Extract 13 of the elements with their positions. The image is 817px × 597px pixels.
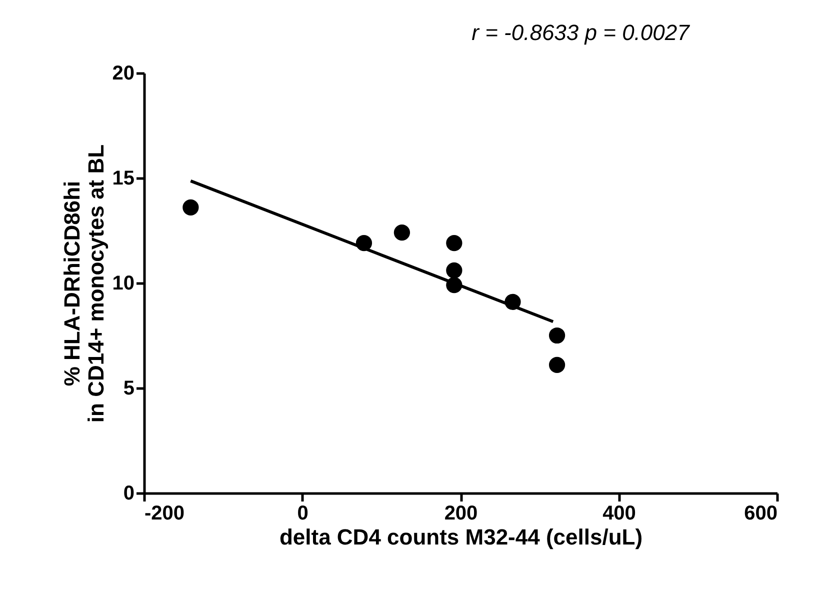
y-tick-label: 10 xyxy=(112,272,134,294)
x-tick-label: 200 xyxy=(444,502,478,524)
x-tick-label: 0 xyxy=(297,502,308,524)
y-tick-label: 15 xyxy=(112,168,134,190)
chart-title: r = -0.8633 p = 0.0027 xyxy=(472,20,690,45)
y-tick-label: 20 xyxy=(112,62,134,84)
y-tick-label: 0 xyxy=(123,482,134,504)
x-tick-label: -200 xyxy=(144,502,185,524)
y-axis-title: % HLA-DRhiCD86hi in CD14+ monocytes at BL xyxy=(59,144,108,423)
x-tick-label: 400 xyxy=(602,502,636,524)
y-tick-label: 5 xyxy=(123,378,134,400)
x-tick-label: 600 xyxy=(744,502,778,524)
x-axis-title: delta CD4 counts M32-44 (cells/uL) xyxy=(279,524,643,550)
